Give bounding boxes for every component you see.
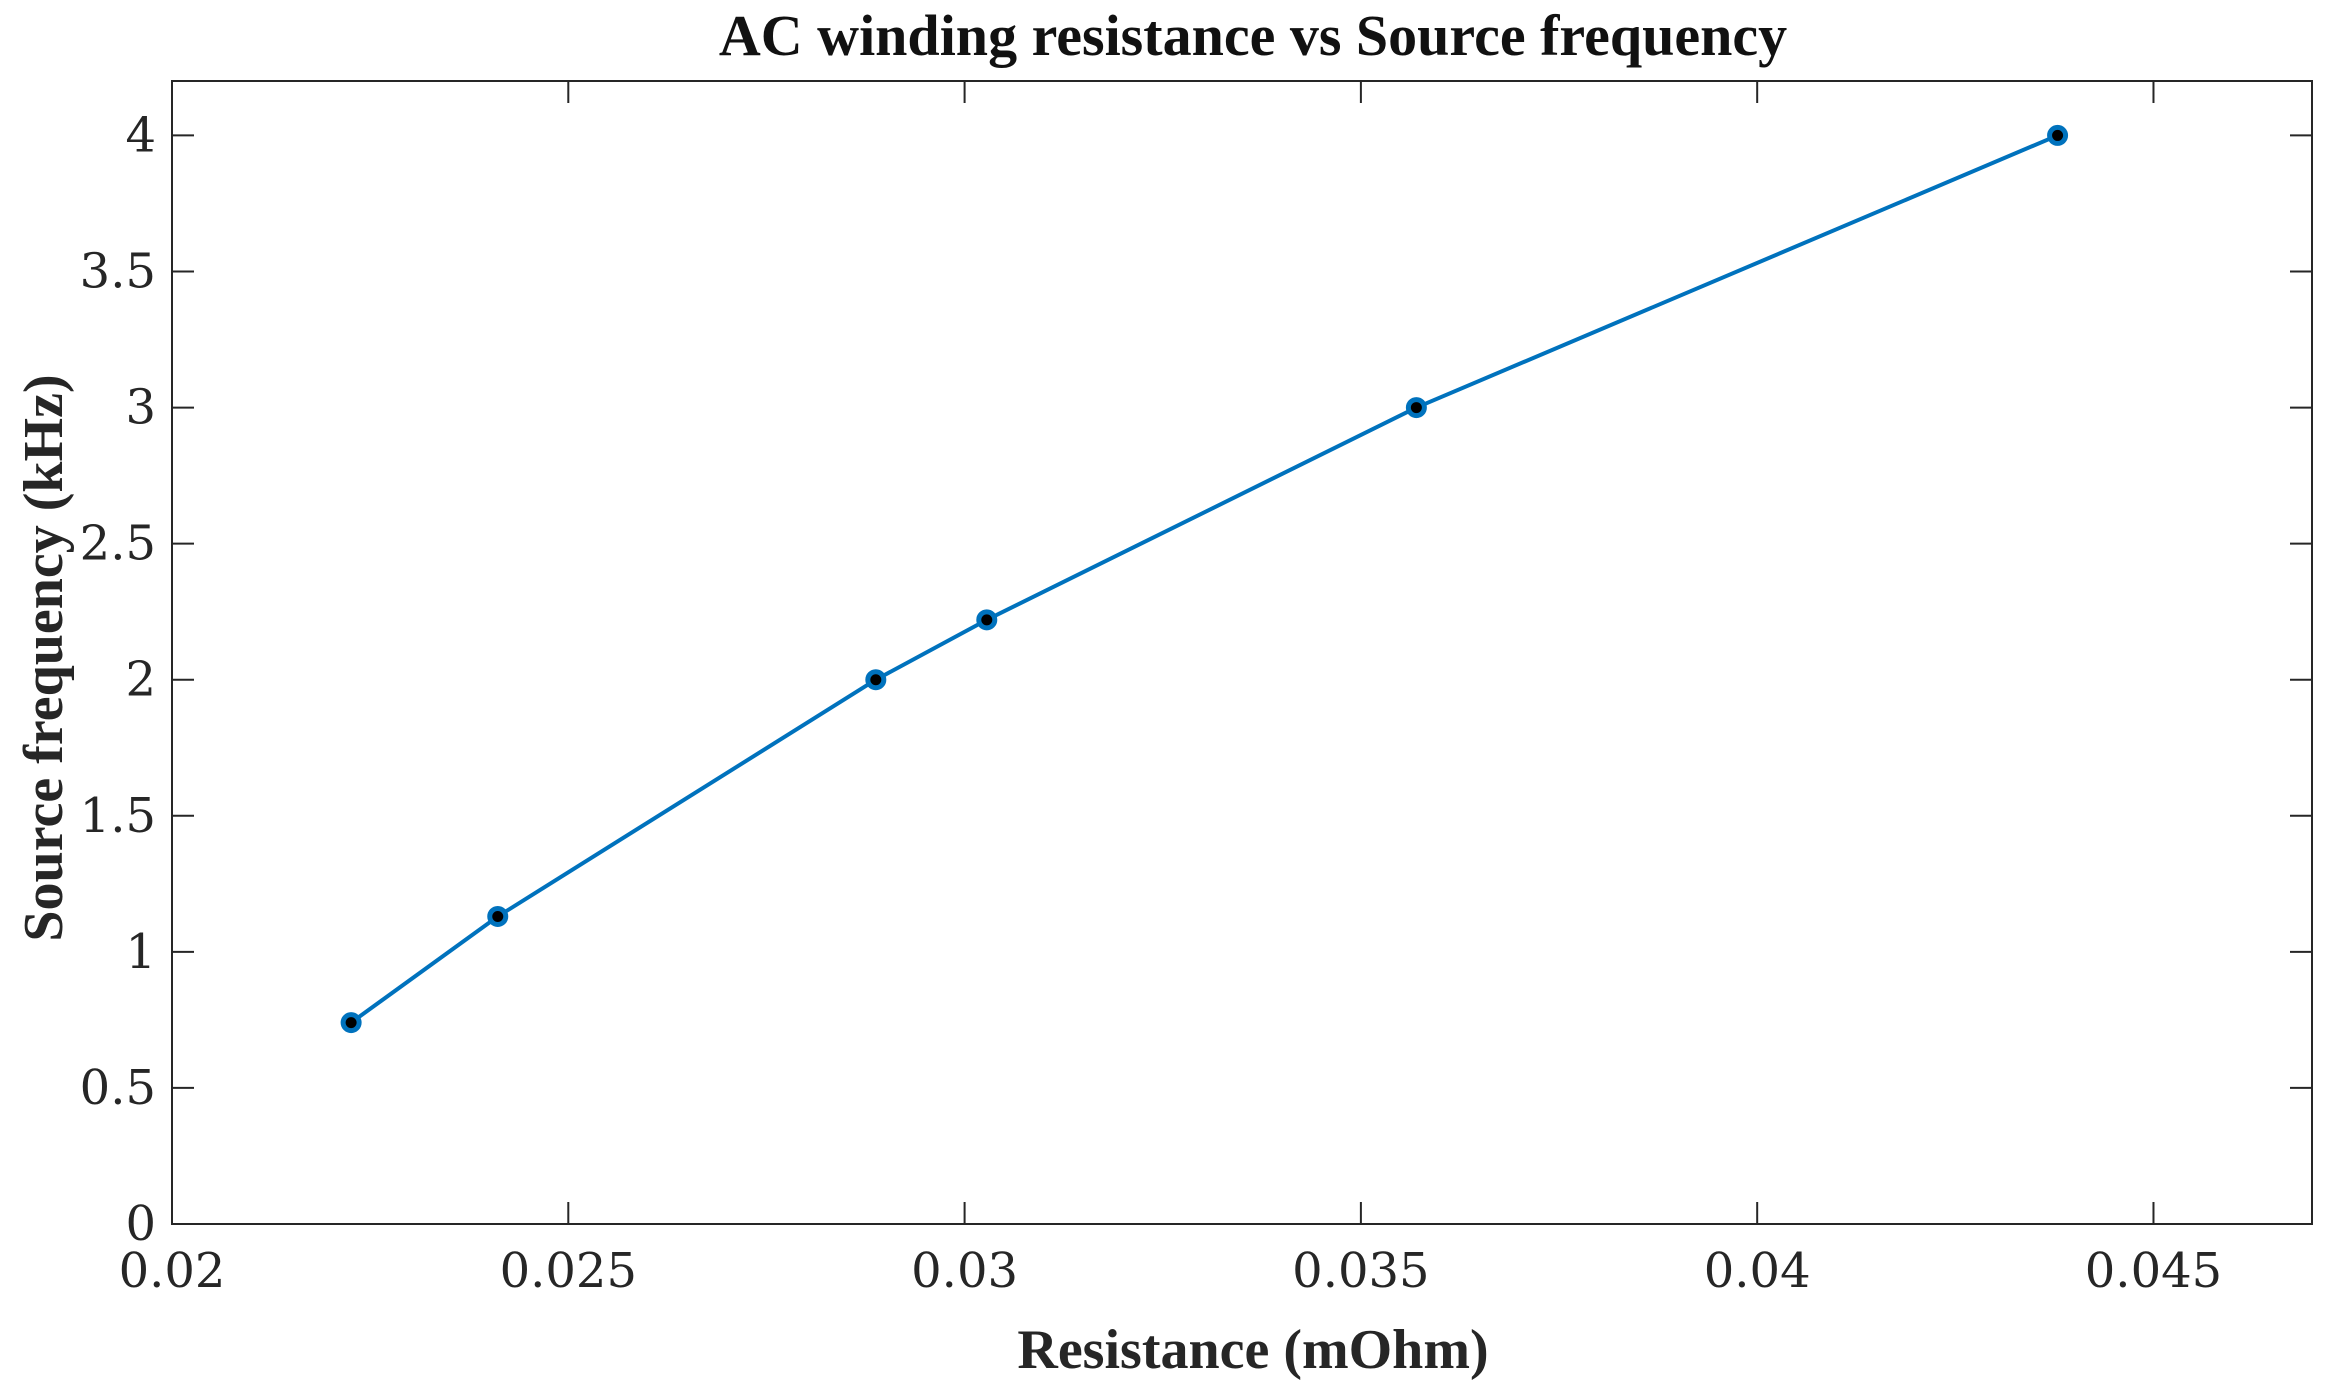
y-tick-label: 3.5 [80, 244, 156, 300]
x-tick-label: 0.045 [2085, 1243, 2222, 1299]
data-point [1405, 397, 1427, 419]
x-tick-label: 0.04 [1704, 1243, 1811, 1299]
y-tick-label: 4 [125, 107, 156, 163]
plot-area: 0.02 0.025 0.03 0.035 0.04 0.045 0 0.5 1 1.5 2 2.5 3… [80, 80, 2313, 1299]
x-tick-label: 0.02 [119, 1243, 226, 1299]
x-axis-label: Resistance (mOhm) [1017, 1319, 1488, 1381]
y-axis-label: Source frequency (kHz) [13, 374, 75, 941]
y-tick-label: 3 [125, 380, 156, 436]
y-tick-label: 2 [125, 652, 156, 708]
data-point [340, 1012, 362, 1034]
x-tick-label: 0.035 [1292, 1243, 1429, 1299]
x-tick-label: 0.03 [911, 1243, 1018, 1299]
data-point [865, 669, 887, 691]
axes-box [171, 80, 2313, 1225]
data-point [976, 609, 998, 631]
y-tick-label: 1 [125, 924, 156, 980]
data-point [2047, 124, 2069, 146]
y-tick-label: 0 [125, 1196, 156, 1252]
x-tick-label: 0.025 [500, 1243, 637, 1299]
series-line [349, 133, 2060, 1025]
data-point [487, 905, 509, 927]
y-tick-label: 1.5 [80, 788, 156, 844]
y-tick-label: 0.5 [80, 1060, 156, 1116]
y-tick-label: 2.5 [80, 516, 156, 572]
chart-title: AC winding resistance vs Source frequenc… [719, 3, 1787, 68]
